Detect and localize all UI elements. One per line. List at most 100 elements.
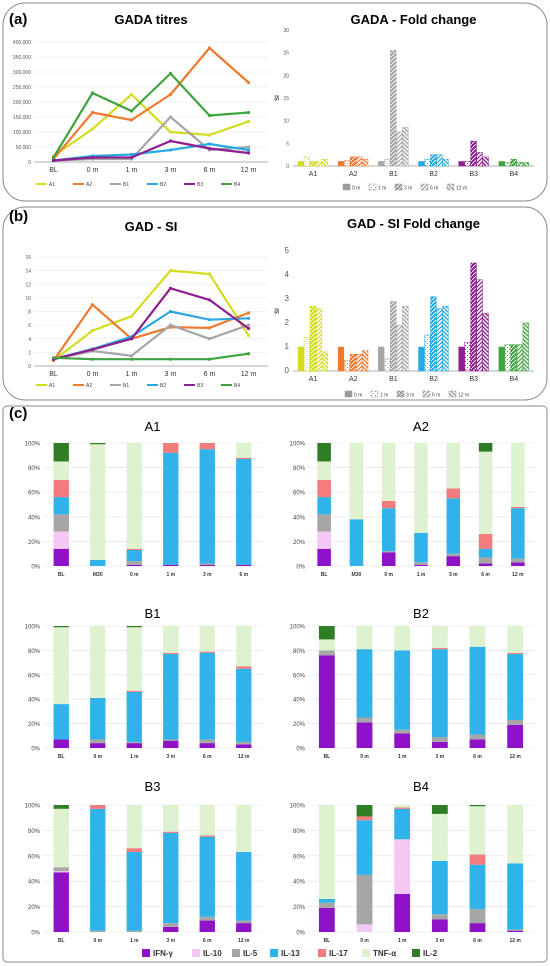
bar-segment-BL-IL2 — [53, 805, 69, 809]
bar-segment-6m-IL17 — [199, 835, 215, 837]
bar-B3-0m — [458, 161, 465, 167]
bar-segment-0m-IL13 — [381, 508, 396, 552]
legend-label: A1 — [49, 383, 55, 389]
bar-B1-3m — [390, 301, 397, 372]
bar-segment-M30-IL13 — [90, 559, 106, 566]
bar-A2-12m — [362, 350, 369, 372]
category-label: 3 m — [436, 754, 445, 760]
category-label: A1 — [309, 376, 318, 383]
y-tick-label: 100% — [290, 804, 306, 810]
bar-segment-BL-IFN — [318, 907, 335, 932]
category-label: A2 — [349, 171, 358, 178]
y-tick-label: 25 — [283, 51, 289, 57]
data-point-B1 — [207, 337, 212, 341]
legend-label: B2 — [160, 383, 166, 389]
chart-title: B1 — [145, 606, 161, 621]
bar-segment-6m-IL5 — [469, 734, 486, 740]
bar-segment-0m-IFN — [356, 722, 373, 748]
bar-segment-12m-IL17 — [511, 506, 525, 509]
bar-segment-1m-IL5 — [126, 741, 142, 744]
data-point-A1 — [90, 127, 95, 131]
y-tick-label: 4 — [28, 337, 31, 343]
bar-segment-3m-IL13 — [446, 498, 461, 554]
bar-B3-3m — [470, 262, 477, 372]
bar-segment-0m-IL13 — [356, 820, 373, 875]
data-point-B4 — [168, 357, 173, 361]
bar-A1-0m — [297, 161, 304, 167]
legend-swatch — [342, 183, 351, 191]
bar-segment-BL-IFN — [318, 655, 335, 748]
legend-label: B3 — [197, 383, 203, 389]
y-tick-label: 100% — [25, 625, 41, 631]
bar-A1-3m — [309, 305, 317, 372]
bar-segment-3m-IL17 — [446, 488, 461, 499]
category-label: 0 m — [93, 938, 102, 944]
y-tick-label: 100% — [25, 804, 41, 810]
legend-swatch — [420, 183, 429, 191]
bar-segment-BL-TNF — [318, 639, 335, 651]
bar-segment-12m-TNF — [236, 626, 252, 667]
bar-segment-BL-IL10 — [53, 871, 69, 873]
bar-B3-1m — [464, 161, 471, 167]
bar-segment-6m-IL5 — [469, 909, 486, 924]
bar-segment-0m-IL5 — [126, 561, 142, 565]
bar-B1-3m — [390, 50, 397, 167]
chart-title: GADA - Fold change — [351, 12, 477, 27]
bar-segment-BL-IL17 — [317, 479, 331, 498]
y-tick-label: 20% — [293, 905, 306, 911]
y-tick-label: 0 — [28, 160, 31, 166]
bar-segment-1m-IL2 — [126, 626, 142, 628]
data-point-B1 — [168, 323, 173, 327]
bar-A1-3m — [309, 161, 317, 167]
data-point-B1 — [246, 145, 251, 149]
y-tick-label: 100,000 — [13, 130, 31, 136]
bar-segment-BL-IFN — [53, 739, 69, 748]
bar-segment-12m-IL5 — [236, 741, 252, 745]
legend-label: 0 m — [352, 186, 360, 192]
legend-label: 0 m — [354, 393, 362, 399]
bar-segment-12m-IFN — [236, 744, 252, 748]
bar-segment-BL-IL5 — [317, 514, 331, 532]
chart-title: B3 — [145, 779, 161, 794]
bar-B1-12m — [402, 127, 409, 167]
bar-segment-M30-IL13 — [349, 519, 364, 566]
bar-segment-3m-IL13 — [163, 832, 179, 924]
data-point-B4 — [207, 113, 212, 118]
bar-segment-BL-IFN — [53, 548, 69, 566]
y-tick-label: 3 — [285, 294, 290, 303]
bar-segment-3m-IL5 — [431, 914, 448, 920]
x-tick-label: 12 m — [241, 371, 257, 378]
bar-B4-6m — [516, 344, 523, 372]
y-tick-label: 0% — [31, 931, 40, 937]
bar-segment-BL-TNF — [53, 627, 69, 705]
category-label: 6 m — [203, 754, 212, 760]
bar-segment-12m-TNF — [507, 626, 524, 653]
bar-segment-1m-TNF — [394, 805, 411, 808]
y-tick-label: 2 — [28, 350, 31, 356]
y-tick-label: 5 — [285, 246, 290, 255]
y-tick-label: 15 — [283, 96, 289, 102]
y-tick-label: 60% — [28, 491, 41, 497]
bar-segment-3m-IL5 — [163, 923, 179, 927]
category-label: B4 — [510, 376, 519, 383]
legend-swatch — [344, 390, 353, 398]
y-tick-label: 10 — [25, 296, 31, 302]
bar-segment-12m-IL5 — [507, 719, 524, 725]
data-point-B4 — [51, 356, 56, 360]
bar-segment-BL-IL13 — [317, 497, 331, 515]
bar-B4-12m — [522, 162, 529, 167]
y-tick-label: 100% — [290, 442, 306, 448]
data-point-A2 — [168, 92, 173, 97]
legend-swatch — [396, 390, 405, 398]
legend-swatch — [422, 390, 431, 398]
legend-label: IL-13 — [281, 949, 300, 958]
bar-segment-0m-IL13 — [90, 808, 106, 931]
category-label: 12 m — [512, 572, 524, 578]
bar-segment-6m-IFN — [236, 564, 252, 566]
y-tick-label: 400,000 — [13, 40, 31, 46]
bar-segment-M30-TNF — [90, 444, 106, 560]
bar-segment-0m-IL10 — [356, 924, 373, 932]
series-line-A2 — [52, 303, 249, 362]
category-label: 6 m — [239, 572, 248, 578]
bar-segment-6m-IL13 — [236, 458, 252, 565]
